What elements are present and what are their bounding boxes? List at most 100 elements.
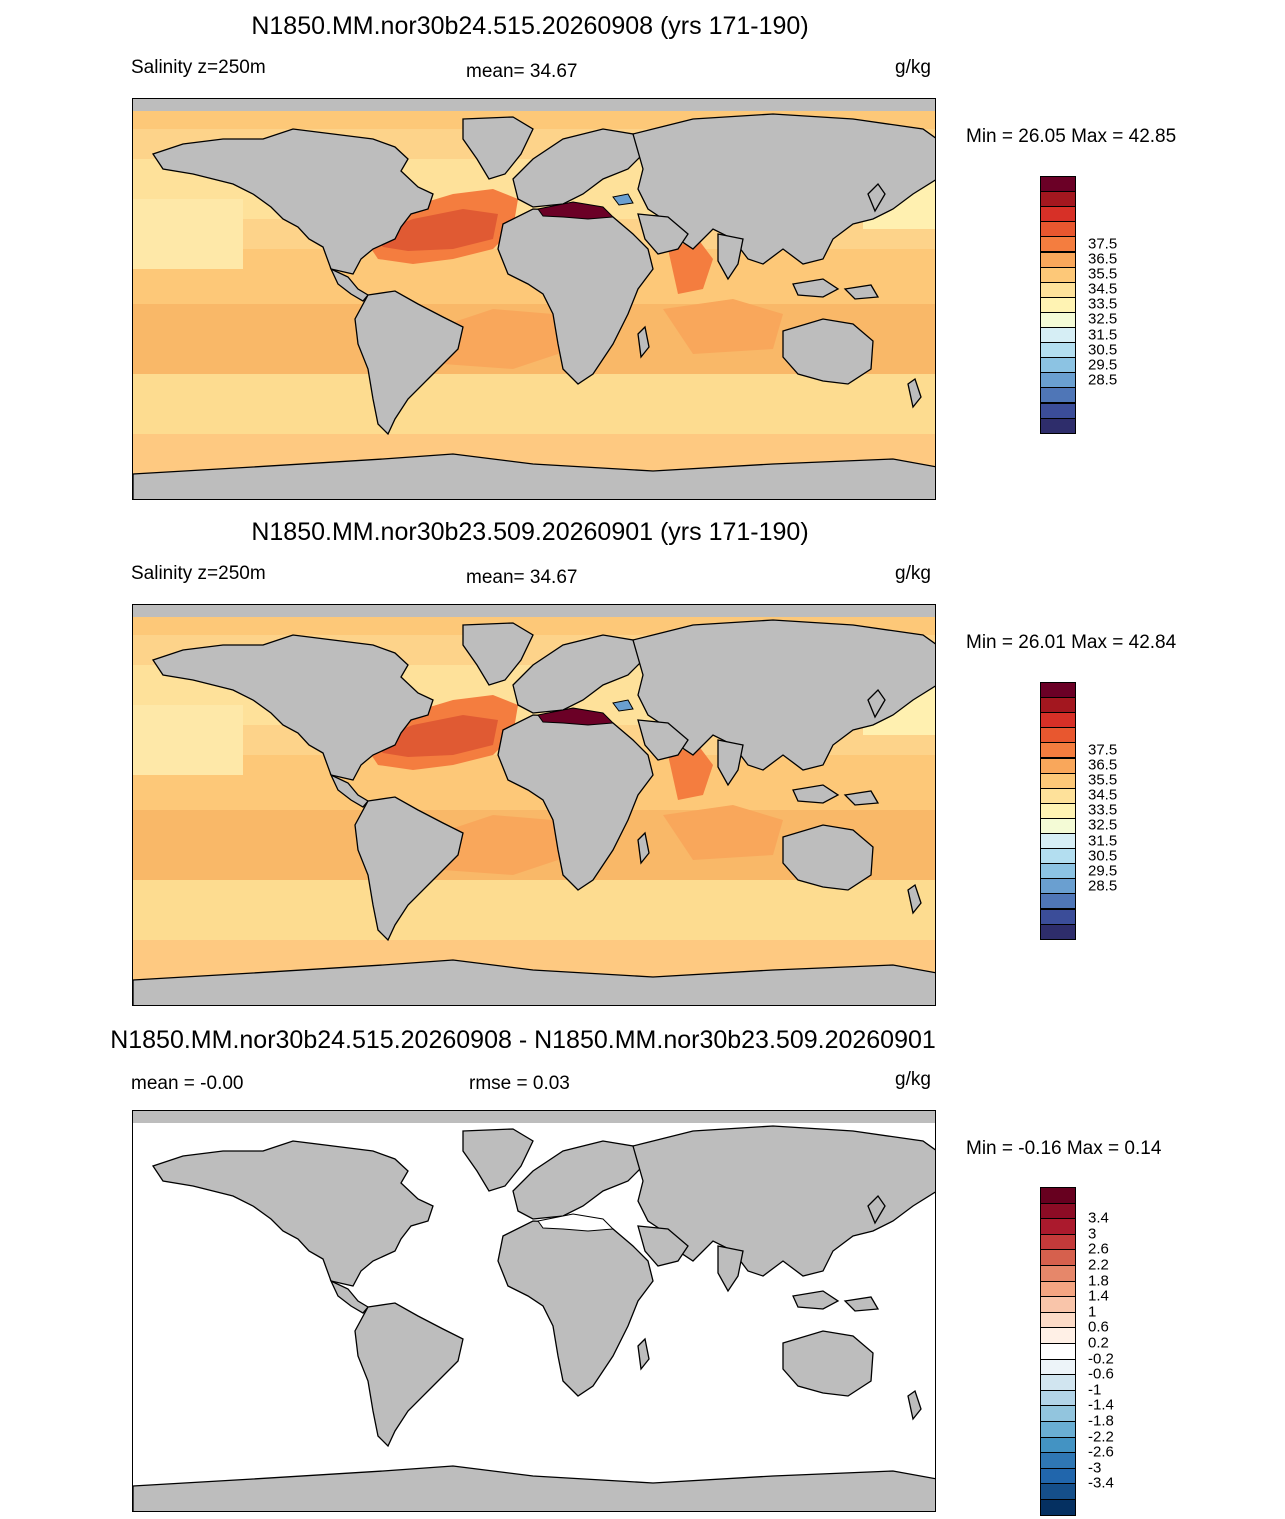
- land-mass: [462, 622, 534, 686]
- colorbar-swatch: [1040, 221, 1076, 238]
- land-mass: [637, 719, 689, 761]
- colorbar-swatch: [1040, 923, 1076, 940]
- colorbar-tick-label: 1.8: [1088, 1272, 1109, 1290]
- colorbar-tick-label: 32.5: [1088, 310, 1118, 328]
- land-mass: [512, 634, 644, 714]
- colorbar-swatch: [1040, 1389, 1076, 1407]
- colorbar-tick-label: 1.4: [1088, 1287, 1109, 1305]
- colorbar-swatch: [1040, 863, 1076, 880]
- colorbar-swatch: [1040, 1218, 1076, 1235]
- land-mass: [907, 1389, 922, 1421]
- land-mass: [717, 1245, 744, 1293]
- land-mass: [637, 213, 689, 255]
- land-mass: [867, 688, 886, 719]
- colorbar-swatch: [1040, 817, 1076, 834]
- colorbar-swatch: [1040, 1452, 1076, 1469]
- panel-title: N1850.MM.nor30b24.515.20260908 - N1850.M…: [110, 1026, 936, 1054]
- arctic-land: [133, 1111, 935, 1123]
- colorbar-swatch: [1040, 1296, 1076, 1313]
- north-pacific-fresh: [133, 705, 243, 775]
- land-mass: [133, 959, 935, 1005]
- world-map: [133, 99, 935, 499]
- land-mass: [329, 267, 369, 302]
- mediterranean: [537, 707, 615, 726]
- colorbar-swatch: [1040, 311, 1076, 328]
- mean-label: mean= 34.67: [466, 61, 578, 82]
- land-mass: [782, 824, 874, 891]
- colorbar-tick-label: -3: [1088, 1459, 1102, 1477]
- colorbar-swatch: [1040, 878, 1076, 895]
- ocean-band: [133, 374, 935, 434]
- colorbar-tick-label: 36.5: [1088, 250, 1118, 268]
- mediterranean: [537, 201, 615, 220]
- colorbar-swatch: [1040, 402, 1076, 419]
- colorbar-tick-label: 34.5: [1088, 786, 1118, 804]
- colorbar-swatch: [1040, 893, 1076, 910]
- land-mass: [782, 1330, 874, 1397]
- land-mass: [151, 1140, 434, 1287]
- colorbar-tick-label: 28.5: [1088, 877, 1118, 895]
- colorbar-swatch: [1040, 176, 1076, 193]
- colorbar-tick-label: 0.6: [1088, 1318, 1109, 1336]
- land-mass: [792, 784, 840, 804]
- colorbar-swatch: [1040, 1187, 1076, 1204]
- land-mass: [907, 377, 922, 409]
- colorbar-swatch: [1040, 697, 1076, 714]
- colorbar-tick-label: 37.5: [1088, 741, 1118, 759]
- land-mass: [843, 284, 880, 300]
- land-mass: [497, 714, 654, 891]
- colorbar-swatch: [1040, 191, 1076, 208]
- colorbar-tick-label: 1: [1088, 1303, 1097, 1321]
- colorbar-swatch: [1040, 908, 1076, 925]
- colorbar-swatch: [1040, 682, 1076, 699]
- colorbar-tick-label: 29.5: [1088, 356, 1118, 374]
- arabian-sea: [668, 239, 713, 294]
- colorbar-swatch: [1040, 1311, 1076, 1329]
- min-max-label: Min = 26.01 Max = 42.84: [966, 632, 1177, 653]
- colorbar-tick-label: -3.4: [1088, 1474, 1114, 1492]
- arabian-sea: [668, 745, 713, 800]
- difference-map: [132, 1110, 936, 1512]
- land-mass: [637, 325, 650, 359]
- south-atlantic: [433, 815, 573, 875]
- variable-label: Salinity z=250m: [131, 563, 266, 584]
- colorbar-tick-label: 0.2: [1088, 1334, 1109, 1352]
- colorbar-swatch: [1040, 1358, 1076, 1376]
- units-label: g/kg: [895, 563, 931, 584]
- colorbar-swatch: [1040, 742, 1076, 759]
- colorbar-tick-label: 29.5: [1088, 862, 1118, 880]
- colorbar-swatch: [1040, 1343, 1076, 1360]
- atlantic-core: [373, 715, 498, 757]
- colorbar-tick-label: -0.6: [1088, 1365, 1114, 1383]
- colorbar-swatch: [1040, 787, 1076, 804]
- land-mass: [843, 790, 880, 806]
- colorbar-swatch: [1040, 357, 1076, 374]
- colorbar-tick-label: 34.5: [1088, 280, 1118, 298]
- land-mass: [512, 128, 644, 208]
- colorbar-swatch: [1040, 296, 1076, 313]
- land-mass: [133, 1465, 935, 1511]
- colorbar-swatch: [1040, 206, 1076, 223]
- colorbar-swatch: [1040, 833, 1076, 850]
- variable-label: Salinity z=250m: [131, 57, 266, 78]
- colorbar-swatch: [1040, 802, 1076, 819]
- panel-title: N1850.MM.nor30b23.509.20260901 (yrs 171-…: [251, 518, 809, 546]
- arctic-land: [133, 99, 935, 111]
- black-sea: [612, 193, 634, 206]
- colorbar-tick-label: -2.2: [1088, 1428, 1114, 1446]
- colorbar-swatch: [1040, 266, 1076, 283]
- colorbar-tick-label: -1.4: [1088, 1396, 1114, 1414]
- south-atlantic: [433, 309, 573, 369]
- colorbar-swatch: [1040, 387, 1076, 404]
- min-max-label: Min = -0.16 Max = 0.14: [966, 1138, 1162, 1159]
- colorbar-swatch: [1040, 1233, 1076, 1251]
- colorbar-tick-label: 31.5: [1088, 832, 1118, 850]
- land-mass: [497, 208, 654, 385]
- units-label: g/kg: [895, 57, 931, 78]
- land-mass: [637, 831, 650, 865]
- colorbar-swatch: [1040, 1499, 1076, 1516]
- land-mass: [354, 290, 464, 436]
- land-mass: [462, 116, 534, 180]
- land-mass: [792, 278, 840, 298]
- colorbar-tick-label: 30.5: [1088, 847, 1118, 865]
